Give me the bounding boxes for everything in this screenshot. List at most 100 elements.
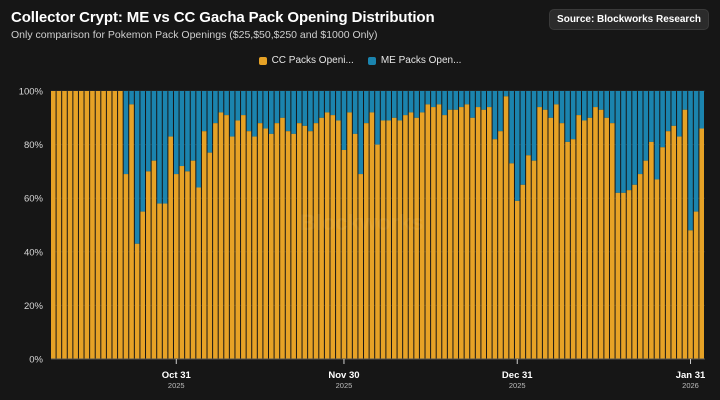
bar-me[interactable] <box>487 91 492 108</box>
bar-me[interactable] <box>196 91 201 188</box>
bar-me[interactable] <box>615 91 621 193</box>
bar-cc[interactable] <box>51 91 56 359</box>
bar-me[interactable] <box>598 91 604 110</box>
bar-me[interactable] <box>514 91 520 201</box>
bar-cc[interactable] <box>537 107 542 359</box>
bar-cc[interactable] <box>67 91 73 359</box>
bar-cc[interactable] <box>481 109 486 359</box>
bar-cc[interactable] <box>682 109 688 359</box>
bar-me[interactable] <box>391 91 397 118</box>
bar-cc[interactable] <box>431 107 436 359</box>
bar-cc[interactable] <box>459 107 464 359</box>
bar-me[interactable] <box>134 91 140 244</box>
bar-me[interactable] <box>324 91 330 113</box>
bar-cc[interactable] <box>285 131 291 359</box>
bar-me[interactable] <box>453 91 459 110</box>
bar-cc[interactable] <box>319 117 324 359</box>
bar-cc[interactable] <box>162 203 168 359</box>
bar-me[interactable] <box>173 91 179 175</box>
bar-me[interactable] <box>252 91 257 137</box>
bar-me[interactable] <box>649 91 654 142</box>
bar-me[interactable] <box>632 91 637 185</box>
bar-cc[interactable] <box>487 107 492 359</box>
bar-cc[interactable] <box>196 187 201 359</box>
bar-me[interactable] <box>129 91 134 105</box>
bar-cc[interactable] <box>593 107 598 359</box>
bar-cc[interactable] <box>78 91 84 359</box>
bar-me[interactable] <box>593 91 598 108</box>
bar-me[interactable] <box>224 91 229 116</box>
bar-cc[interactable] <box>419 112 425 359</box>
bar-cc[interactable] <box>106 91 112 359</box>
bar-me[interactable] <box>498 91 503 132</box>
bar-cc[interactable] <box>341 149 347 359</box>
bar-me[interactable] <box>291 91 296 134</box>
bar-cc[interactable] <box>347 112 352 359</box>
bar-me[interactable] <box>397 91 403 121</box>
bar-me[interactable] <box>503 91 509 97</box>
bar-cc[interactable] <box>688 230 693 359</box>
bar-me[interactable] <box>185 91 190 172</box>
bar-cc[interactable] <box>531 160 537 359</box>
bar-cc[interactable] <box>548 117 554 359</box>
bar-me[interactable] <box>229 91 235 137</box>
bar-cc[interactable] <box>269 133 274 359</box>
bar-me[interactable] <box>609 91 615 124</box>
legend-item-cc[interactable]: CC Packs Openi... <box>258 55 354 66</box>
bar-cc[interactable] <box>604 117 609 359</box>
bar-cc[interactable] <box>207 152 213 359</box>
bar-me[interactable] <box>682 91 688 110</box>
bar-cc[interactable] <box>391 117 397 359</box>
bar-me[interactable] <box>352 91 358 134</box>
bar-me[interactable] <box>386 91 391 121</box>
bar-cc[interactable] <box>336 120 341 359</box>
bar-cc[interactable] <box>291 133 296 359</box>
bar-cc[interactable] <box>56 91 62 359</box>
bar-cc[interactable] <box>570 139 576 359</box>
bar-cc[interactable] <box>637 174 643 359</box>
bar-cc[interactable] <box>492 139 498 359</box>
bar-me[interactable] <box>654 91 660 180</box>
bar-cc[interactable] <box>296 123 302 359</box>
bar-cc[interactable] <box>554 104 559 360</box>
bar-me[interactable] <box>269 91 274 134</box>
bar-me[interactable] <box>218 91 224 113</box>
bar-cc[interactable] <box>134 243 140 359</box>
bar-me[interactable] <box>621 91 626 193</box>
bar-cc[interactable] <box>241 115 246 360</box>
bar-cc[interactable] <box>146 171 151 359</box>
bar-cc[interactable] <box>151 160 157 359</box>
bar-me[interactable] <box>475 91 481 108</box>
bar-cc[interactable] <box>218 112 224 359</box>
bar-cc[interactable] <box>498 131 503 359</box>
bar-me[interactable] <box>542 91 548 110</box>
bar-me[interactable] <box>375 91 380 145</box>
bar-me[interactable] <box>190 91 196 161</box>
bar-cc[interactable] <box>263 128 268 359</box>
bar-me[interactable] <box>358 91 364 175</box>
bar-cc[interactable] <box>693 211 699 359</box>
bar-cc[interactable] <box>414 117 419 359</box>
bar-me[interactable] <box>168 91 173 137</box>
bar-me[interactable] <box>213 91 218 124</box>
bar-cc[interactable] <box>520 184 526 359</box>
bar-cc[interactable] <box>364 123 369 359</box>
bar-me[interactable] <box>380 91 386 121</box>
bar-cc[interactable] <box>699 128 704 359</box>
bar-cc[interactable] <box>330 115 336 360</box>
bar-cc[interactable] <box>280 117 285 359</box>
bar-me[interactable] <box>280 91 285 118</box>
bar-cc[interactable] <box>559 123 565 359</box>
bar-me[interactable] <box>179 91 185 167</box>
bar-cc[interactable] <box>84 91 90 359</box>
bar-cc[interactable] <box>386 120 391 359</box>
bar-cc[interactable] <box>173 174 179 359</box>
bar-me[interactable] <box>140 91 146 212</box>
bar-cc[interactable] <box>157 203 162 359</box>
bar-cc[interactable] <box>246 131 252 359</box>
bar-me[interactable] <box>257 91 263 124</box>
bar-me[interactable] <box>554 91 559 105</box>
bar-me[interactable] <box>643 91 649 161</box>
bar-me[interactable] <box>565 91 570 142</box>
bar-cc[interactable] <box>470 117 475 359</box>
